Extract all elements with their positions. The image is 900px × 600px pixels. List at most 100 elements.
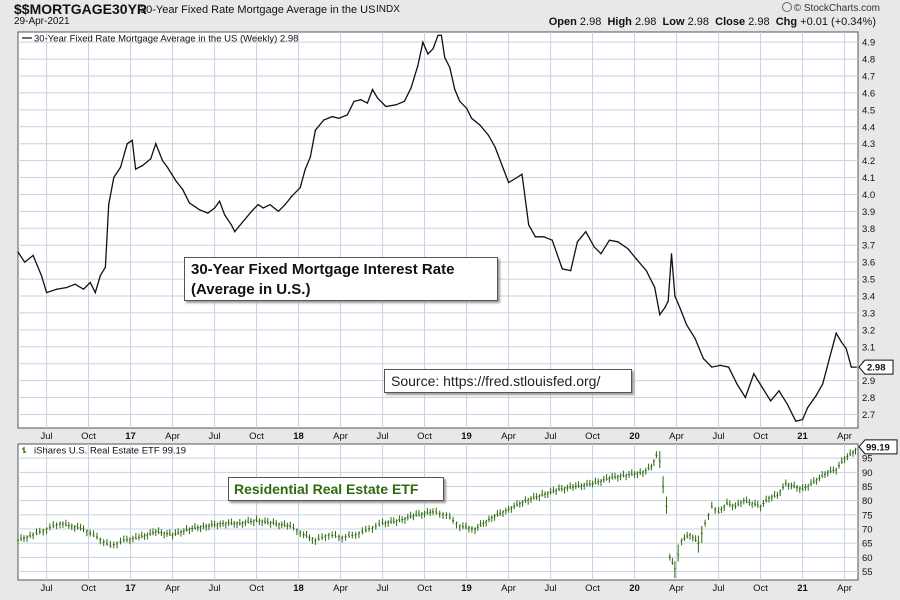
etf-price-bar — [544, 491, 546, 499]
etf-price-bar — [174, 529, 177, 537]
y-tick-label: 3.5 — [862, 275, 875, 286]
y-tick-label: 4.1 — [862, 173, 875, 184]
mortgage-data-point — [702, 358, 705, 360]
etf-price-bar — [793, 481, 796, 489]
mortgage-annotation-line1: 30-Year Fixed Mortgage Interest Rate — [191, 261, 455, 278]
mortgage-data-point — [534, 236, 537, 238]
etf-price-bar — [563, 486, 566, 494]
mortgage-data-point — [627, 248, 629, 250]
etf-price-bar — [759, 504, 762, 512]
etf-price-bar — [177, 528, 180, 535]
y-tick-label: 4.7 — [862, 72, 875, 83]
x-tick-label: Apr — [501, 583, 516, 594]
etf-price-bar — [776, 491, 779, 499]
etf-price-bar — [85, 529, 88, 537]
mortgage-data-point — [161, 160, 164, 162]
etf-price-bar — [614, 472, 616, 480]
etf-price-bar — [611, 472, 614, 480]
x-tick-label: 21 — [797, 431, 808, 442]
x-tick-label: Oct — [753, 583, 768, 594]
mortgage-data-point — [104, 266, 106, 268]
x-tick-label: Oct — [585, 583, 600, 594]
etf-price-bar — [109, 540, 112, 548]
x-tick-label: 19 — [461, 431, 472, 442]
etf-price-bar — [99, 537, 102, 545]
open-value: 2.98 — [579, 16, 602, 28]
mortgage-data-point — [250, 210, 253, 212]
mortgage-data-point — [309, 156, 311, 158]
y-tick-label: 4.2 — [862, 156, 875, 167]
x-tick-label: 17 — [125, 431, 136, 442]
mortgage-data-point — [188, 202, 190, 204]
etf-price-bar — [801, 484, 804, 492]
etf-price-bar — [597, 478, 600, 486]
x-tick-label: 18 — [293, 583, 304, 594]
etf-price-bar — [432, 508, 434, 516]
mortgage-data-point — [728, 366, 730, 368]
etf-price-bar — [134, 533, 137, 540]
x-tick-label: Apr — [837, 583, 852, 594]
etf-price-bar — [305, 531, 308, 538]
x-tick-label: 21 — [797, 583, 808, 594]
etf-price-bar — [671, 557, 674, 565]
mortgage-data-point — [667, 300, 669, 302]
last-value-label: 99.19 — [866, 442, 890, 453]
last-value-marker — [858, 359, 894, 375]
mortgage-data-point — [150, 158, 152, 160]
etf-price-bar — [838, 461, 840, 469]
etf-price-bar — [415, 510, 418, 517]
brand-label[interactable]: © StockCharts.com — [781, 2, 880, 14]
etf-price-bar — [255, 515, 258, 523]
x-tick-label: Jul — [208, 583, 220, 594]
mortgage-data-point — [108, 204, 110, 206]
mortgage-data-point — [694, 337, 696, 339]
etf-price-bar — [258, 518, 261, 526]
etf-price-bar — [798, 486, 801, 494]
etf-price-bar — [442, 512, 444, 519]
legend-1: 30-Year Fixed Rate Mortgage Average in t… — [22, 34, 298, 45]
mortgage-data-point — [778, 390, 780, 392]
etf-price-bar — [691, 534, 694, 542]
etf-price-bar — [448, 512, 451, 520]
etf-price-bar — [191, 525, 194, 532]
etf-price-bar — [420, 512, 423, 519]
mortgage-data-point — [257, 204, 259, 206]
plot-area-1 — [17, 31, 859, 429]
etf-price-bar — [227, 519, 230, 527]
etf-price-bar — [238, 519, 241, 526]
etf-price-bar — [358, 531, 360, 539]
mortgage-data-point — [141, 165, 143, 167]
etf-price-bar — [770, 494, 773, 502]
etf-price-bar — [247, 516, 250, 524]
exchange-label: INDX — [376, 4, 400, 15]
etf-annotation: Residential Real Estate ETF — [228, 477, 444, 501]
etf-price-bar — [42, 528, 45, 536]
etf-price-bar — [278, 522, 280, 530]
etf-price-bar — [125, 535, 128, 543]
mortgage-data-point — [753, 373, 755, 375]
chg-label: Chg — [775, 16, 798, 28]
etf-price-bar — [493, 514, 496, 521]
y-tick-label: 4.4 — [862, 122, 875, 133]
mortgage-data-point — [230, 224, 232, 226]
etf-price-bar — [765, 495, 768, 503]
mortgage-data-point — [89, 281, 91, 284]
mortgage-data-point — [487, 134, 489, 136]
etf-price-bar — [116, 541, 119, 549]
etf-price-bar — [768, 495, 770, 503]
etf-price-bar — [740, 500, 742, 507]
last-value-marker — [858, 439, 898, 455]
etf-price-bar — [521, 500, 524, 507]
etf-price-bar — [538, 494, 541, 501]
etf-price-bar — [371, 525, 374, 533]
etf-price-bar — [194, 523, 196, 530]
etf-price-bar — [826, 470, 829, 477]
x-tick-label: Apr — [333, 583, 348, 594]
etf-price-bar — [710, 501, 713, 509]
etf-price-bar — [275, 520, 278, 527]
mortgage-data-point — [353, 100, 355, 102]
ticker-symbol[interactable]: $$MORTGAGE30YR — [14, 1, 148, 17]
etf-price-bar — [642, 470, 644, 478]
mortgage-data-point — [437, 34, 439, 36]
